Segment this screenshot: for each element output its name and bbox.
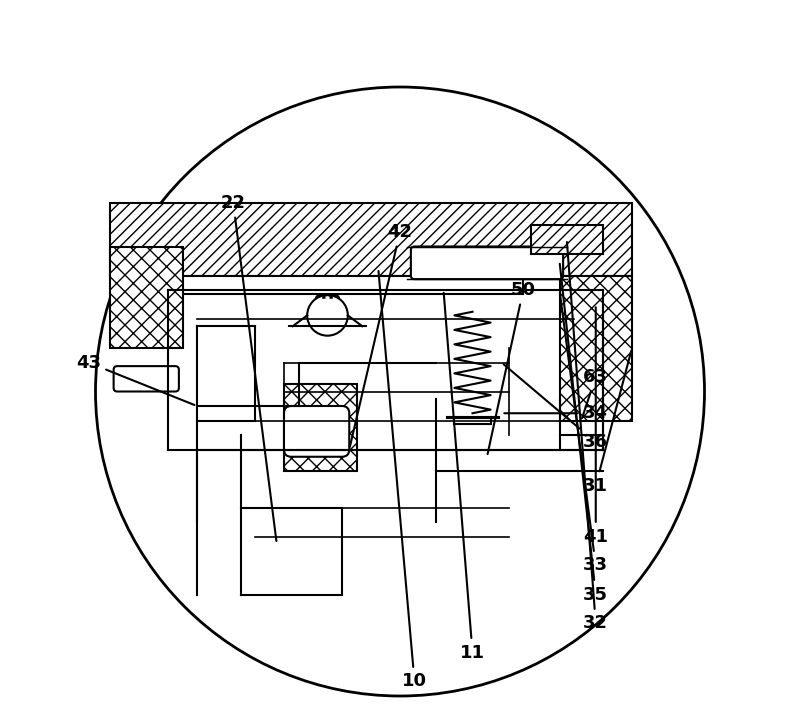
Text: 36: 36	[504, 364, 608, 451]
Bar	[146, 276, 523, 294]
Text: 42: 42	[350, 223, 413, 447]
Text: 34: 34	[504, 405, 608, 422]
Bar	[284, 384, 357, 471]
Text: 31: 31	[583, 351, 631, 494]
Bar	[530, 225, 603, 254]
Text: 10: 10	[378, 271, 427, 690]
Text: 41: 41	[583, 307, 608, 545]
Text: 35: 35	[560, 264, 608, 603]
FancyBboxPatch shape	[411, 247, 563, 279]
Text: 63: 63	[582, 368, 608, 418]
Circle shape	[307, 295, 348, 336]
Bar	[530, 225, 603, 254]
Text: 11: 11	[444, 293, 485, 661]
Bar	[559, 276, 632, 420]
Text: 32: 32	[567, 242, 608, 632]
Text: 50: 50	[487, 281, 536, 454]
FancyBboxPatch shape	[114, 366, 179, 392]
Text: 22: 22	[221, 194, 276, 541]
Text: 43: 43	[76, 354, 194, 405]
FancyBboxPatch shape	[284, 406, 350, 457]
Bar	[110, 247, 182, 348]
Text: 33: 33	[560, 293, 608, 574]
Bar	[110, 203, 632, 276]
